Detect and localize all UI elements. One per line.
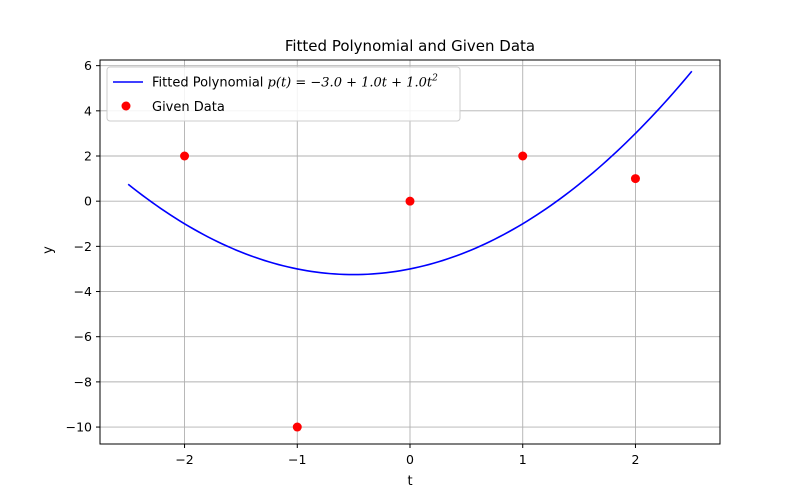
plot-content [127, 70, 693, 432]
legend: Fitted Polynomial p(t) = −3.0 + 1.0t + 1… [106, 66, 461, 122]
legend-entry-given-data: Given Data [152, 100, 225, 115]
data-point [292, 422, 302, 432]
y-tick-label: −6 [74, 329, 92, 344]
data-point [518, 151, 528, 161]
legend-box [106, 66, 461, 122]
x-tick-label: 2 [631, 452, 639, 467]
y-tick-label: 0 [84, 194, 92, 209]
y-tick-label: −10 [66, 420, 92, 435]
fitted-polynomial-line [127, 70, 693, 276]
x-axis-label: t [407, 474, 412, 489]
y-tick-label: 4 [84, 103, 92, 118]
x-tick-label: 0 [406, 452, 414, 467]
legend-fitted-exponent: 2 [431, 74, 438, 84]
y-tick-label: −2 [74, 239, 92, 254]
data-point [630, 174, 640, 184]
y-axis-label: y [41, 246, 56, 254]
data-point [405, 196, 415, 206]
x-tick-label: 1 [519, 452, 527, 467]
y-tick-label: −4 [74, 284, 92, 299]
y-tick-label: 2 [84, 149, 92, 164]
legend-fitted-prefix: Fitted Polynomial [152, 76, 268, 91]
data-point [180, 151, 190, 161]
chart-title: Fitted Polynomial and Given Data [285, 37, 535, 55]
x-tick-label: −2 [175, 452, 193, 467]
y-tick-label: 6 [84, 58, 92, 73]
legend-entry-fitted-polynomial: Fitted Polynomial p(t) = −3.0 + 1.0t + 1… [152, 74, 438, 91]
y-tick-label: −8 [74, 374, 92, 389]
legend-fitted-math: p(t) = −3.0 + 1.0t + 1.0t [268, 76, 433, 91]
legend-scatter-swatch [121, 101, 131, 111]
x-tick-label: −1 [288, 452, 306, 467]
